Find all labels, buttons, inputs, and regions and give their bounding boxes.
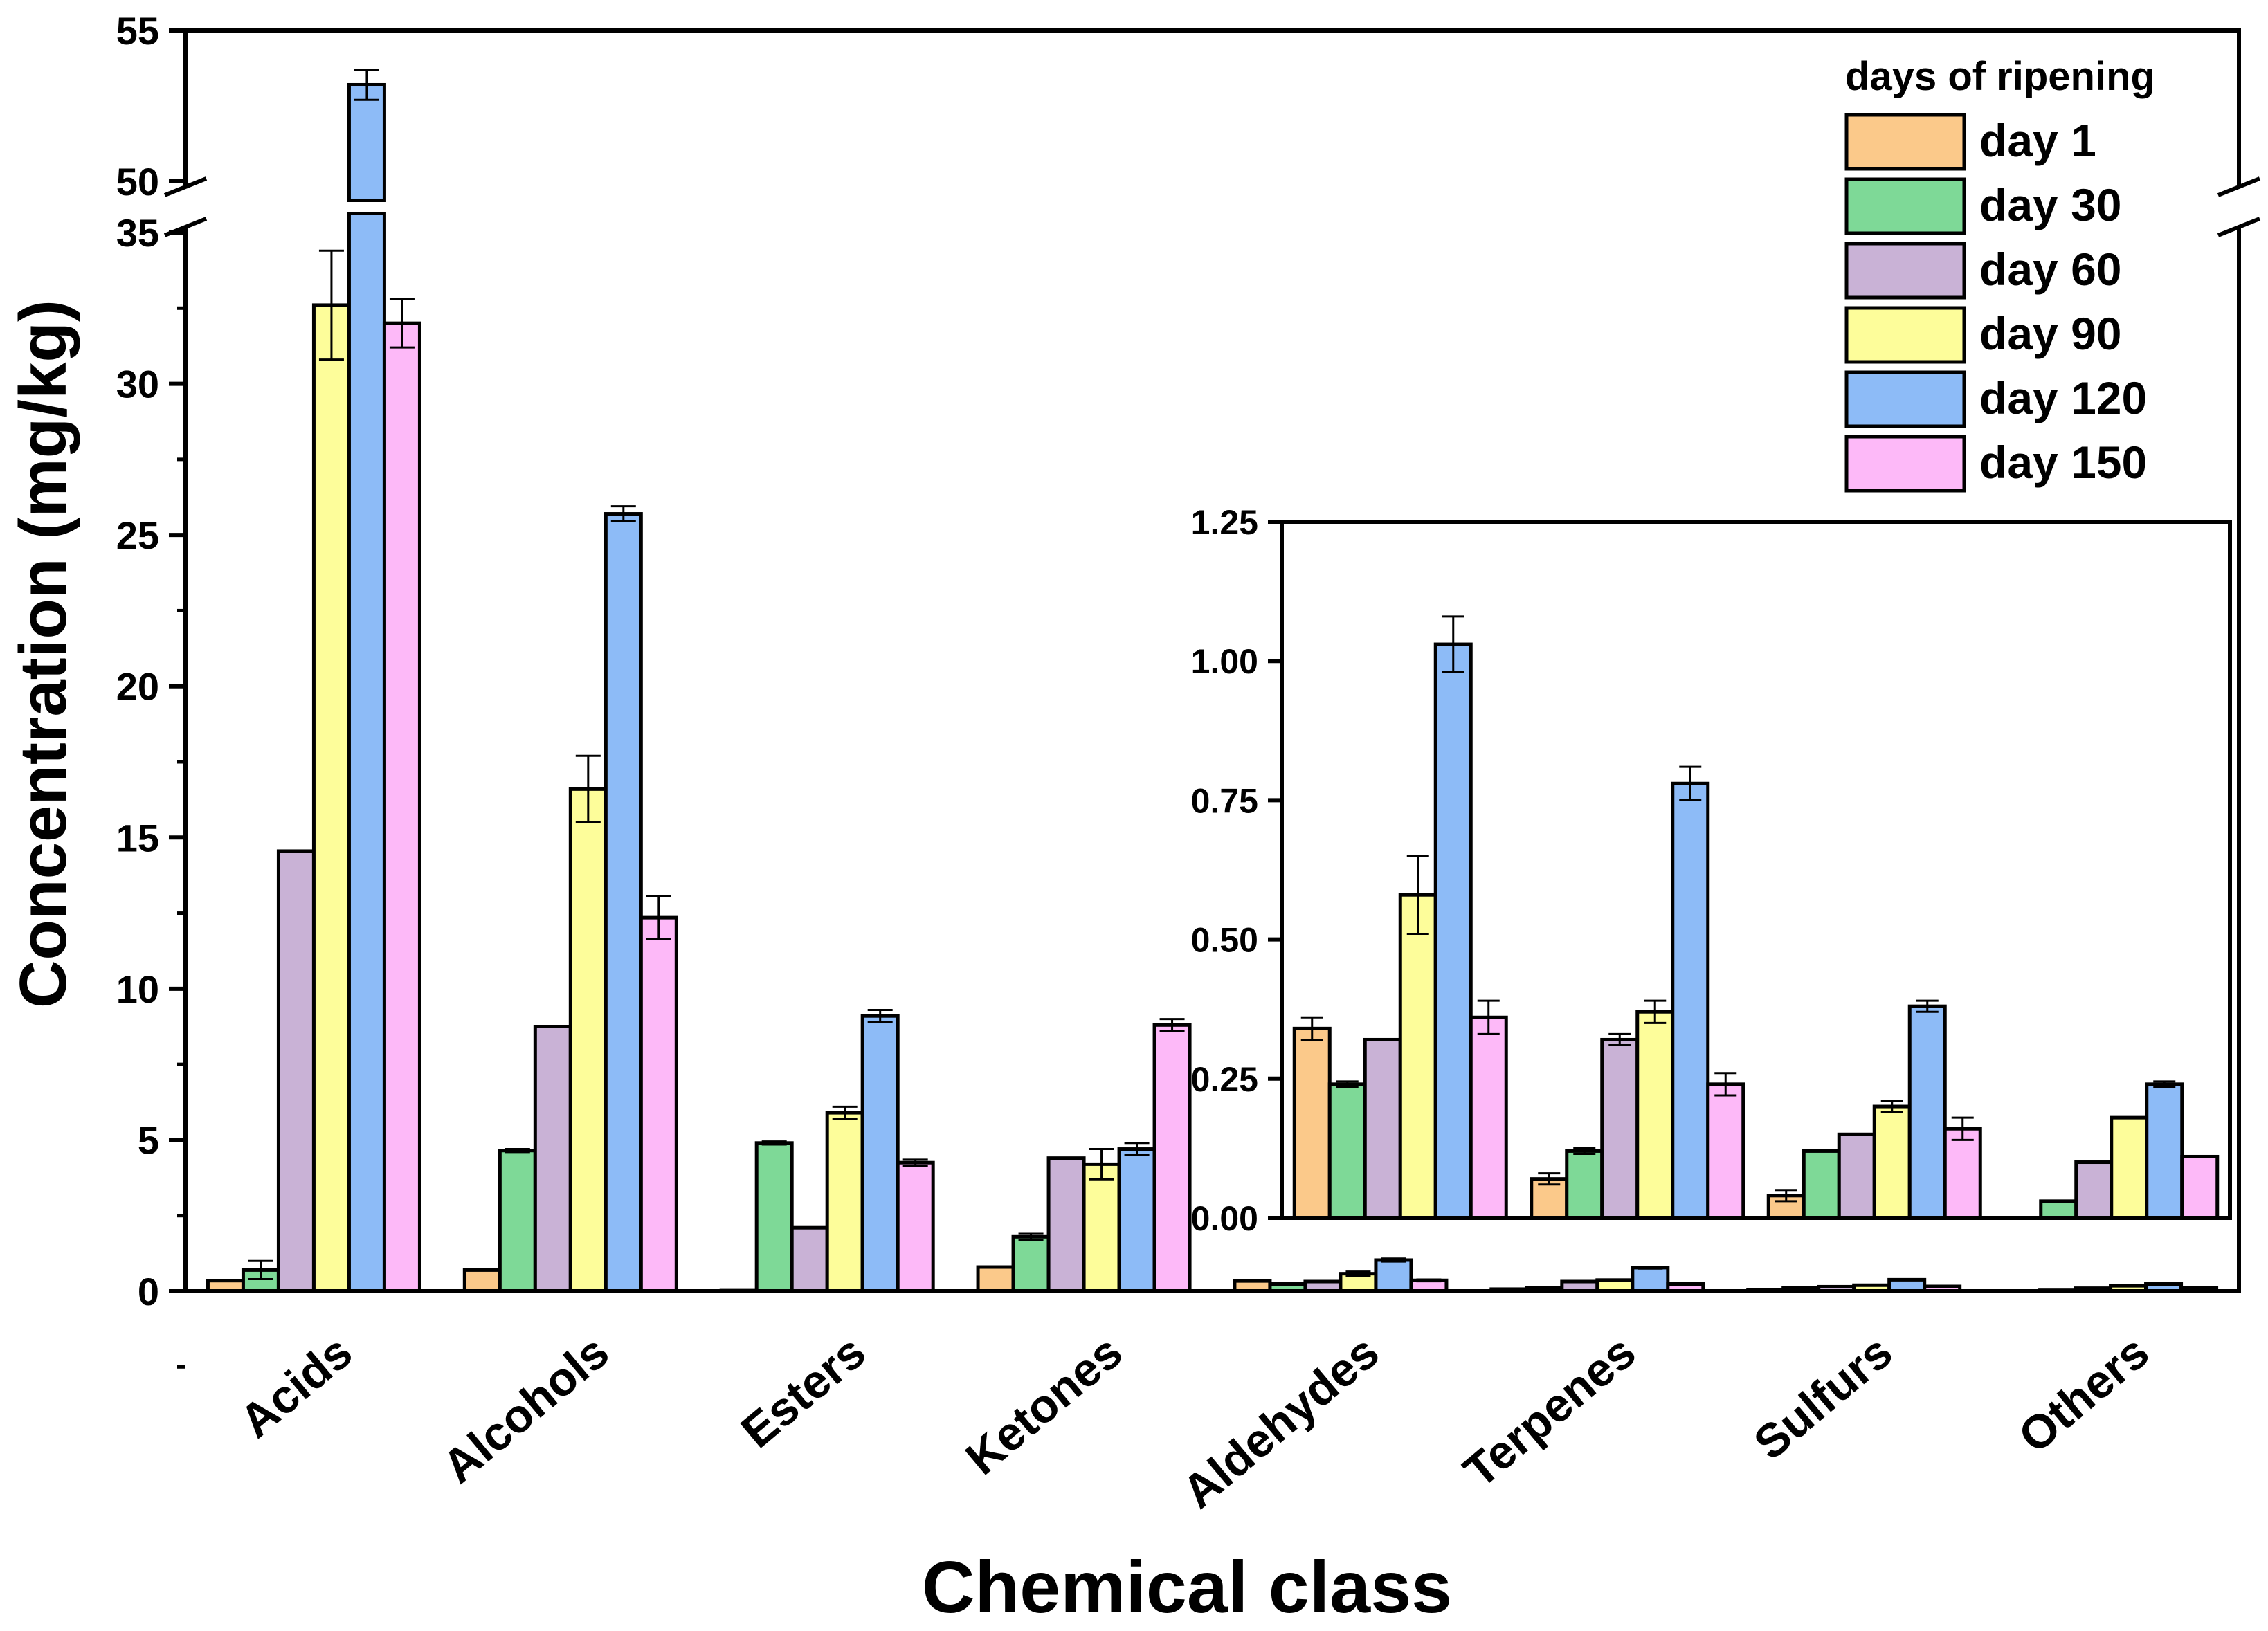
inset-bar-sulfurs-day-150	[1943, 1127, 1982, 1220]
inset-bar-others-day-150	[2180, 1154, 2220, 1220]
bar-ketones-day-120	[1117, 1147, 1156, 1293]
x-tick-label-acids: Acids	[230, 1325, 362, 1448]
inset-y-tick-label-1-00: 1.00	[1191, 642, 1258, 681]
inset-bar-terpenes-day-90	[1635, 1010, 1675, 1220]
y-tick-label-5: 5	[138, 1118, 159, 1162]
bar-acids-day-120-lower	[347, 211, 386, 1293]
inset-bar-aldehydes-day-90	[1398, 893, 1437, 1220]
legend-label-day-120: day 120	[1979, 372, 2147, 423]
inset-bar-sulfurs-day-120	[1907, 1004, 1947, 1220]
inset-bar-sulfurs-day-30	[1802, 1149, 1841, 1220]
bar-ketones-day-1	[976, 1265, 1015, 1293]
bar-alcohols-day-30	[498, 1149, 537, 1293]
legend-title: days of ripening	[1845, 54, 2155, 99]
y-axis-break-mark-right-top	[2217, 176, 2261, 197]
y-tick-label-25: 25	[116, 513, 159, 557]
inset-y-tick-label-1-25: 1.25	[1191, 503, 1258, 542]
plot-frame	[183, 28, 2241, 1293]
x-tick-label-terpenes: Terpenes	[1454, 1325, 1646, 1497]
inset-bar-terpenes-day-150	[1706, 1082, 1745, 1220]
inset-plot: 0.00 0.25 0.50 0.75 1.00 1.25	[1191, 503, 2232, 1238]
y-tick-label-55: 55	[116, 9, 159, 53]
bar-esters-day-30	[754, 1141, 794, 1293]
inset-bar-aldehydes-day-1	[1292, 1026, 1332, 1220]
x-axis-title: Chemical class	[922, 1547, 1452, 1628]
bar-esters-day-150	[896, 1160, 935, 1293]
bar-alcohols-day-150	[639, 915, 678, 1293]
x-tick-label-esters: Esters	[732, 1325, 876, 1458]
bar-ketones-day-30	[1011, 1234, 1051, 1293]
inset-bar-terpenes-day-120	[1671, 781, 1710, 1220]
x-tick-label-alcohols: Alcohols	[433, 1325, 619, 1493]
inset-y-tick-label-0-50: 0.50	[1191, 921, 1258, 960]
inset-bar-sulfurs-day-60	[1837, 1132, 1876, 1220]
y-tick-label-20: 20	[116, 665, 159, 709]
legend-label-day-1: day 1	[1979, 115, 2096, 166]
inset-y-tick-label-0-75: 0.75	[1191, 781, 1258, 820]
inset-bar-others-day-90	[2110, 1115, 2149, 1220]
bar-alcohols-day-90	[568, 787, 608, 1293]
y-tick-label-30: 30	[116, 363, 159, 406]
bar-aldehydes-day-120	[1374, 1258, 1413, 1293]
y-tick-label-15: 15	[116, 816, 159, 859]
y-axis-title: Concentration (mg/kg)	[6, 300, 80, 1008]
bar-acids-day-60	[276, 849, 316, 1293]
bar-esters-day-60	[790, 1225, 829, 1293]
x-tick-label-ketones: Ketones	[956, 1325, 1132, 1485]
legend-swatch-day-150	[1844, 435, 1966, 493]
y-axis-break-gap-left	[180, 185, 191, 228]
bar-acids-day-150	[382, 321, 421, 1293]
bar-acids-day-120-break-gap	[346, 202, 388, 212]
bar-acids-day-90	[311, 303, 351, 1293]
bar-acids-day-120-upper	[347, 82, 386, 203]
inset-bar-aldehydes-day-120	[1433, 642, 1473, 1220]
y-axis-break-mark-right-bottom	[2217, 217, 2261, 237]
inset-bar-terpenes-day-60	[1600, 1037, 1640, 1220]
bar-ketones-day-150	[1152, 1023, 1192, 1293]
inset-bar-others-day-60	[2074, 1160, 2114, 1220]
legend-swatch-day-90	[1844, 306, 1966, 364]
inset-y-tick-label-0-00: 0.00	[1191, 1199, 1258, 1238]
legend-label-day-90: day 90	[1979, 308, 2121, 359]
legend-swatch-day-1	[1844, 113, 1966, 171]
legend-swatch-day-120	[1844, 370, 1966, 428]
bar-ketones-day-90	[1082, 1162, 1121, 1293]
bar-esters-day-120	[860, 1014, 900, 1293]
inset-bar-aldehydes-day-30	[1327, 1082, 1367, 1220]
legend-swatch-day-60	[1844, 242, 1966, 300]
inset-frame	[1280, 520, 2232, 1220]
bar-terpenes-day-120	[1631, 1266, 1670, 1293]
legend-label-day-60: day 60	[1979, 244, 2121, 295]
y-axis-break-gap-right	[2233, 185, 2244, 228]
legend: days of ripening day 1 day 30 day 60 day 90 d…	[1844, 54, 2155, 493]
x-tick-label-sulfurs: Sulfurs	[1744, 1325, 1902, 1470]
bar-alcohols-day-120	[604, 512, 643, 1293]
inset-bar-others-day-30	[2039, 1199, 2078, 1220]
y-tick-label-35: 35	[116, 211, 159, 255]
bar-ketones-day-60	[1046, 1156, 1086, 1293]
legend-swatch-day-30	[1844, 177, 1966, 235]
y-axis-break-mark-left-top	[163, 176, 208, 197]
inset-y-tick-label-0-25: 0.25	[1191, 1060, 1258, 1099]
y-tick-label-50: 50	[116, 160, 159, 203]
inset-bar-terpenes-day-30	[1565, 1149, 1604, 1220]
x-tick-label-aldehydes: Aldehydes	[1172, 1325, 1388, 1518]
bar-esters-day-90	[825, 1111, 864, 1293]
inset-bar-aldehydes-day-150	[1469, 1015, 1508, 1220]
x-tick-label-others: Others	[2008, 1325, 2159, 1463]
bar-alcohols-day-1	[462, 1268, 502, 1293]
inset-bar-sulfurs-day-90	[1872, 1104, 1912, 1220]
legend-label-day-30: day 30	[1979, 179, 2121, 230]
inset-bar-aldehydes-day-60	[1363, 1037, 1402, 1220]
legend-label-day-150: day 150	[1979, 437, 2147, 488]
bar-alcohols-day-60	[533, 1025, 572, 1293]
y-tick-label-0: 0	[138, 1270, 159, 1313]
y-tick-label-10: 10	[116, 967, 159, 1011]
inset-bar-others-day-120	[2145, 1082, 2184, 1220]
